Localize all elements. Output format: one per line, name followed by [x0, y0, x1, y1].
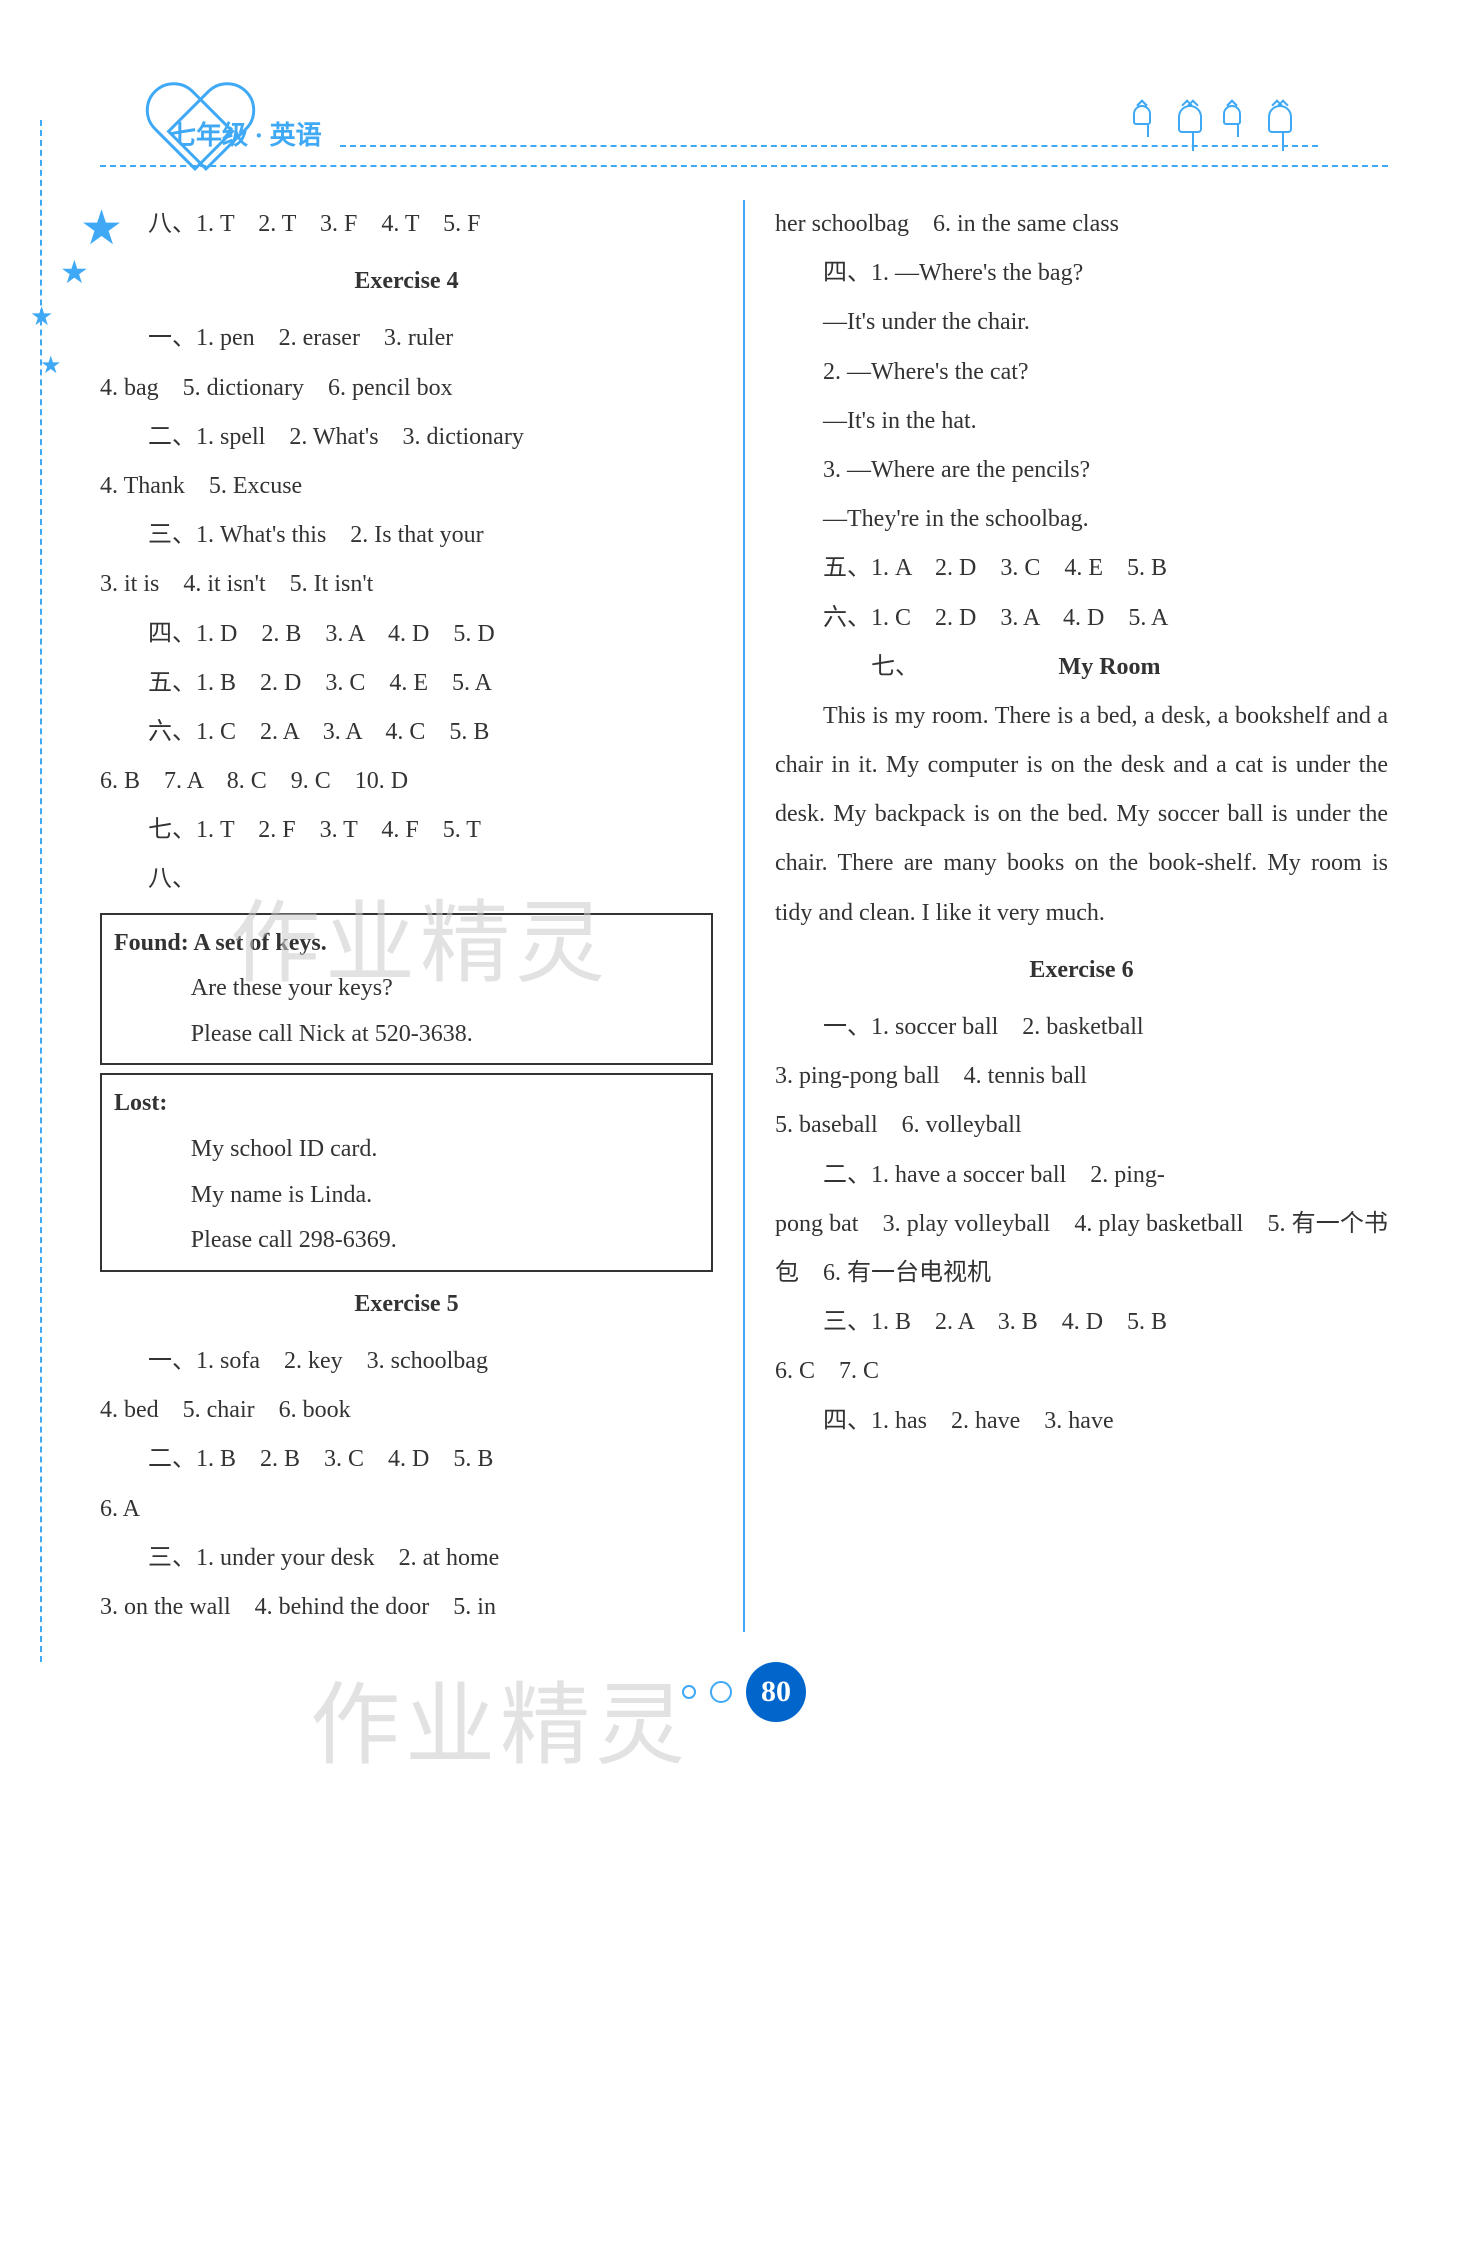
right-column: her schoolbag 6. in the same class 四、1. … — [743, 200, 1388, 1632]
answer-text: 三、1. under your desk 2. at home — [100, 1534, 713, 1583]
answer-text: 八、1. T 2. T 3. F 4. T 5. F — [100, 200, 713, 249]
answer-text: 四、1. D 2. B 3. A 4. D 5. D — [100, 610, 713, 659]
answer-text: her schoolbag 6. in the same class — [775, 200, 1388, 249]
essay-heading: 七、My Room — [775, 643, 1388, 692]
exercise-title: Exercise 5 — [100, 1280, 713, 1329]
answer-text: 一、1. soccer ball 2. basketball — [775, 1003, 1388, 1052]
answer-text: 七、1. T 2. F 3. T 4. F 5. T — [100, 806, 713, 855]
answer-text: pong bat 3. play volleyball 4. play bask… — [775, 1200, 1388, 1298]
notice-line: My name is Linda. — [114, 1173, 699, 1219]
footer-circle-icon — [710, 1681, 732, 1703]
tulip-icon — [1268, 105, 1298, 155]
answer-text: 四、1. has 2. have 3. have — [775, 1397, 1388, 1446]
answer-text: 三、1. B 2. A 3. B 4. D 5. B — [775, 1298, 1388, 1347]
answer-text: 6. C 7. C — [775, 1347, 1388, 1396]
answer-text: 6. B 7. A 8. C 9. C 10. D — [100, 757, 713, 806]
answer-text: 五、1. A 2. D 3. C 4. E 5. B — [775, 544, 1388, 593]
notice-line: Are these your keys? — [114, 966, 699, 1012]
answer-text: 二、1. spell 2. What's 3. dictionary — [100, 413, 713, 462]
answer-text: 二、1. B 2. B 3. C 4. D 5. B — [100, 1435, 713, 1484]
page-footer: 80 — [100, 1662, 1388, 1722]
page-number: 80 — [746, 1662, 806, 1722]
answer-text: —They're in the schoolbag. — [775, 495, 1388, 544]
answer-text: 一、1. pen 2. eraser 3. ruler — [100, 314, 713, 363]
footer-circle-icon — [682, 1685, 696, 1699]
answer-text: 六、1. C 2. A 3. A 4. C 5. B — [100, 708, 713, 757]
tulip-icon — [1178, 105, 1208, 155]
found-notice-box: Found: A set of keys. Are these your key… — [100, 913, 713, 1066]
notice-line: My school ID card. — [114, 1127, 699, 1173]
answer-text: 3. ping-pong ball 4. tennis ball — [775, 1052, 1388, 1101]
section-label: 七、 — [823, 643, 871, 692]
answer-text: 4. Thank 5. Excuse — [100, 462, 713, 511]
answer-text: 2. —Where's the cat? — [775, 348, 1388, 397]
essay-paragraph: This is my room. There is a bed, a desk,… — [775, 692, 1388, 938]
answer-text: 二、1. have a soccer ball 2. ping- — [775, 1151, 1388, 1200]
page-header: 七年级 · 英语 — [100, 60, 1388, 180]
star-icon: ★ — [30, 301, 123, 332]
answer-text: 3. it is 4. it isn't 5. It isn't — [100, 560, 713, 609]
answer-text: 四、1. —Where's the bag? — [775, 249, 1388, 298]
answer-text: 4. bed 5. chair 6. book — [100, 1386, 713, 1435]
exercise-title: Exercise 4 — [100, 257, 713, 306]
answer-text: 三、1. What's this 2. Is that your — [100, 511, 713, 560]
answer-text: 4. bag 5. dictionary 6. pencil box — [100, 364, 713, 413]
star-icon: ★ — [80, 200, 123, 258]
answer-text: 6. A — [100, 1485, 713, 1534]
answer-text: 一、1. sofa 2. key 3. schoolbag — [100, 1337, 713, 1386]
tulip-decorations — [1133, 105, 1298, 155]
notice-line: Please call Nick at 520-3638. — [114, 1012, 699, 1058]
answer-text: 3. —Where are the pencils? — [775, 446, 1388, 495]
essay-title: My Room — [871, 643, 1300, 692]
content-columns: 八、1. T 2. T 3. F 4. T 5. F Exercise 4 一、… — [100, 200, 1388, 1632]
lost-notice-box: Lost: My school ID card. My name is Lind… — [100, 1073, 713, 1271]
grade-label: 七年级 · 英语 — [170, 115, 322, 152]
star-icon: ★ — [40, 352, 123, 381]
answer-text: —It's in the hat. — [775, 397, 1388, 446]
answer-text: 3. on the wall 4. behind the door 5. in — [100, 1583, 713, 1632]
answer-text: 5. baseball 6. volleyball — [775, 1101, 1388, 1150]
answer-text: 六、1. C 2. D 3. A 4. D 5. A — [775, 594, 1388, 643]
notice-line: Please call 298-6369. — [114, 1218, 699, 1264]
page-container: 七年级 · 英语 ★ ★ ★ ★ 八、1. T 2. T 3. F 4. T 5… — [0, 0, 1468, 1762]
tulip-icon — [1133, 105, 1163, 155]
answer-text: 五、1. B 2. D 3. C 4. E 5. A — [100, 659, 713, 708]
answer-text: —It's under the chair. — [775, 298, 1388, 347]
notice-line: Lost: — [114, 1081, 699, 1127]
left-column: 八、1. T 2. T 3. F 4. T 5. F Exercise 4 一、… — [100, 200, 743, 1632]
answer-text: 八、 — [100, 855, 713, 904]
header-dashed-line-2 — [100, 165, 1388, 167]
star-decorations: ★ ★ ★ ★ — [30, 200, 123, 391]
tulip-icon — [1223, 105, 1253, 155]
star-icon: ★ — [60, 253, 123, 291]
notice-line: Found: A set of keys. — [114, 921, 699, 967]
exercise-title: Exercise 6 — [775, 946, 1388, 995]
